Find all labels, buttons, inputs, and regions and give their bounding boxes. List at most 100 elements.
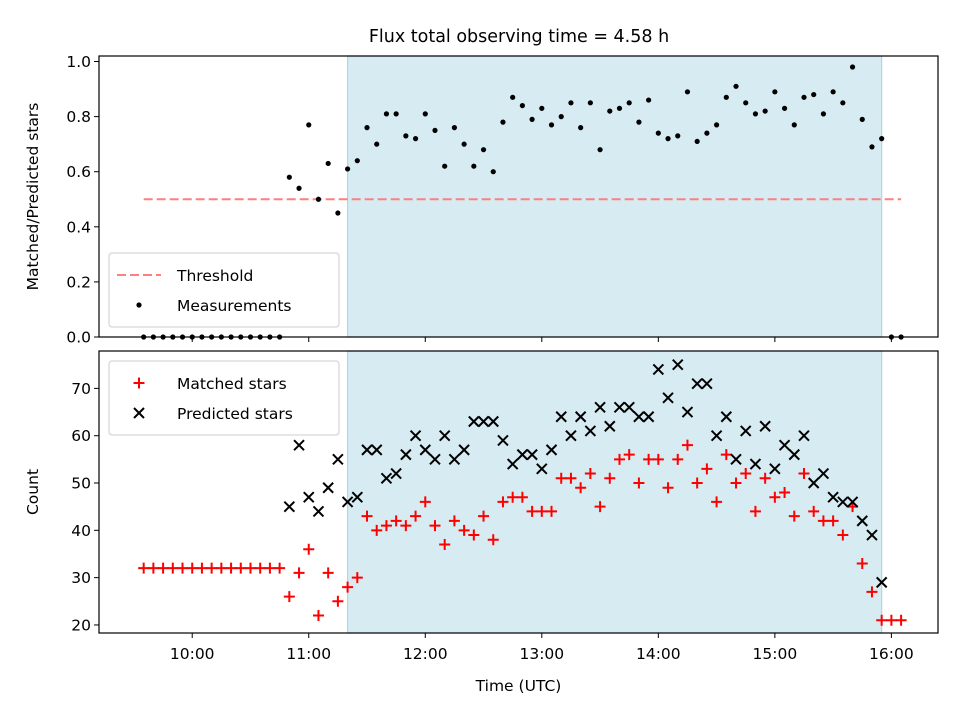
- matched-star-point: [749, 505, 761, 517]
- predicted-star-point: [429, 453, 441, 466]
- measurement-point: [364, 125, 370, 131]
- matched-star-point: [196, 562, 208, 574]
- predicted-star-point: [400, 448, 412, 461]
- matched-star-point: [332, 595, 344, 607]
- matched-star-point: [526, 505, 538, 517]
- matched-star-point: [866, 586, 878, 598]
- matched-star-point: [244, 562, 256, 574]
- y-tick-label: 50: [71, 475, 91, 493]
- measurement-point: [393, 111, 399, 117]
- matched-star-point: [876, 614, 888, 626]
- predicted-star-point: [681, 406, 694, 418]
- predicted-star-point: [710, 429, 723, 442]
- measurement-point: [665, 136, 671, 142]
- matched-star-point: [711, 496, 723, 508]
- measurement-point: [461, 141, 467, 147]
- measurement-point: [432, 127, 438, 133]
- predicted-star-point: [322, 482, 334, 494]
- matched-star-point: [837, 529, 849, 541]
- predicted-star-point: [361, 444, 373, 456]
- matched-star-point: [662, 482, 674, 494]
- x-tick-label: 14:00: [636, 645, 681, 663]
- chart-title: Flux total observing time = 4.58 h: [369, 27, 669, 47]
- predicted-star-point: [701, 377, 713, 390]
- predicted-star-point: [672, 359, 684, 371]
- matched-star-point: [429, 520, 441, 532]
- measurement-point: [344, 166, 351, 172]
- matched-star-point: [652, 453, 664, 465]
- matched-star-point: [798, 468, 810, 480]
- legend-box: [108, 252, 340, 328]
- measurement-point: [879, 136, 885, 142]
- matched-star-point: [536, 505, 548, 517]
- measurement-point: [500, 119, 506, 125]
- measurement-point: [636, 119, 642, 125]
- matched-star-point: [575, 482, 587, 494]
- measurement-point: [675, 133, 681, 139]
- matched-star-point: [701, 463, 713, 475]
- predicted-star-point: [827, 491, 839, 503]
- measurement-point: [587, 100, 593, 106]
- matched-star-point: [312, 609, 324, 621]
- x-axis-label: Time (UTC): [475, 677, 562, 695]
- matched-star-point: [885, 614, 897, 626]
- matched-star-point: [390, 515, 402, 527]
- predicted-star-point: [652, 363, 665, 376]
- matched-star-point: [487, 534, 499, 546]
- measurement-point: [539, 105, 545, 111]
- measurement-point: [597, 147, 603, 153]
- measurement-point: [840, 100, 846, 106]
- matched-star-point: [303, 543, 315, 555]
- measurement-point: [781, 105, 788, 111]
- matched-star-point: [283, 591, 295, 603]
- legend-label: Predicted stars: [177, 405, 293, 423]
- measurement-point: [510, 94, 516, 100]
- legend: Matched stars Predicted stars: [108, 360, 340, 436]
- predicted-star-point: [565, 429, 577, 442]
- matched-star-point: [720, 449, 732, 461]
- measurement-point: [578, 125, 584, 131]
- y-tick-label: 70: [71, 380, 91, 398]
- measurement-point: [626, 100, 632, 106]
- matched-star-point: [177, 562, 189, 574]
- predicted-star-point: [875, 576, 888, 589]
- matched-star-point: [225, 562, 237, 574]
- measurement-point: [296, 185, 302, 191]
- predicted-star-point: [759, 420, 771, 432]
- measurement-point: [286, 174, 292, 180]
- panel-top: 0.0 0.2 0.4 0.6 0.8 1.0 Matched/Predicted star…: [24, 53, 939, 347]
- matched-star-point: [856, 557, 868, 569]
- measurement-point: [772, 89, 778, 95]
- predicted-star-point: [584, 425, 597, 437]
- measurement-point: [616, 105, 623, 111]
- predicted-star-point: [691, 377, 703, 390]
- measurement-point: [335, 210, 341, 216]
- legend: Threshold Measurements: [108, 252, 340, 328]
- predicted-star-point: [312, 505, 325, 518]
- matched-star-point: [827, 515, 839, 527]
- predicted-star-point: [846, 496, 859, 508]
- predicted-star-point: [351, 491, 364, 503]
- x-tick-label: 12:00: [403, 645, 448, 663]
- matched-star-point: [730, 477, 742, 489]
- measurement-point: [655, 130, 661, 136]
- y-tick-label: 0.8: [66, 108, 91, 126]
- measurement-point: [791, 122, 797, 128]
- matched-star-point: [808, 505, 820, 517]
- measurement-point: [704, 130, 710, 136]
- matched-star-point: [264, 562, 276, 574]
- predicted-star-point: [487, 415, 499, 428]
- measurement-point: [733, 83, 739, 89]
- measurement-point: [490, 169, 496, 175]
- matched-star-point: [322, 567, 334, 579]
- matched-star-point: [419, 496, 431, 508]
- y-tick-label: 0.4: [66, 218, 91, 236]
- predicted-star-point: [856, 515, 868, 527]
- measurement-point: [646, 97, 652, 103]
- measurement-point: [548, 122, 555, 128]
- y-tick-label: 1.0: [66, 53, 91, 71]
- measurement-point: [830, 89, 836, 95]
- matched-star-point: [274, 562, 286, 574]
- y-tick-label: 30: [71, 569, 91, 587]
